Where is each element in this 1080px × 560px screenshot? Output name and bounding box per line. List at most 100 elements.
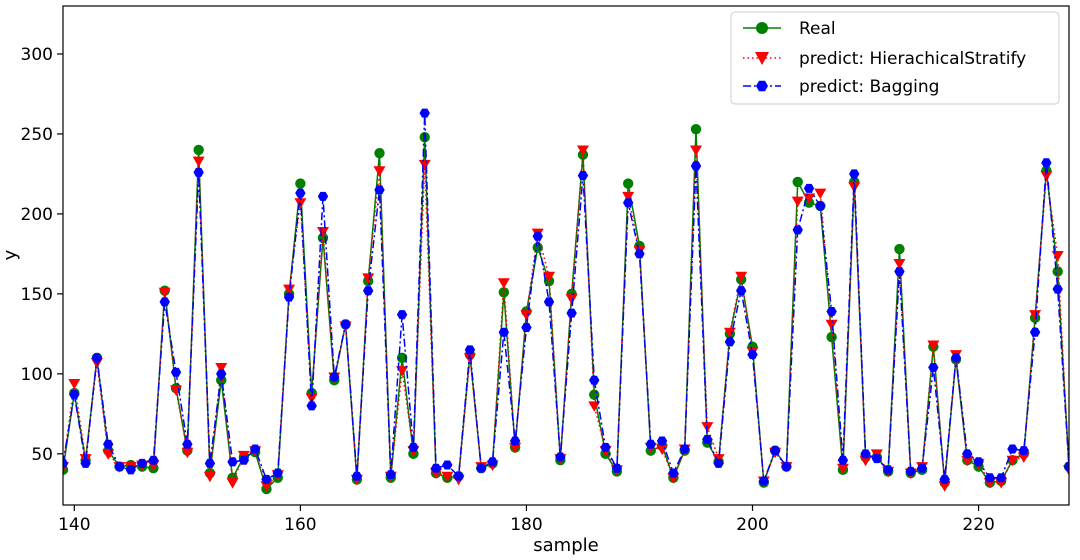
data-point: [622, 198, 634, 208]
data-point: [916, 463, 928, 473]
legend-marker-hierachical: [755, 52, 769, 65]
data-point: [645, 439, 656, 449]
x-axis-label: sample: [533, 535, 598, 556]
x-tick-label: 220: [962, 515, 994, 535]
data-point: [441, 471, 454, 483]
data-point: [938, 481, 951, 492]
data-point: [961, 455, 974, 467]
data-point: [826, 331, 837, 343]
series-layer: [63, 108, 1069, 495]
data-point: [1018, 446, 1029, 456]
data-point: [690, 161, 702, 171]
data-point: [634, 249, 645, 259]
data-point: [419, 108, 430, 118]
data-point: [928, 362, 939, 372]
data-point: [103, 439, 114, 449]
data-point: [589, 375, 600, 385]
data-point: [622, 178, 634, 189]
data-point: [204, 458, 216, 468]
data-point: [803, 193, 816, 204]
data-point: [261, 474, 272, 484]
data-point: [905, 466, 916, 476]
data-point: [385, 470, 396, 480]
data-point: [836, 463, 849, 475]
data-point: [509, 442, 522, 454]
data-point: [1029, 310, 1042, 321]
data-point: [690, 123, 702, 135]
data-point: [736, 286, 747, 296]
data-point: [656, 444, 669, 456]
data-point: [158, 287, 171, 299]
data-point: [317, 191, 329, 201]
data-point: [362, 273, 375, 284]
data-point: [463, 353, 476, 364]
x-tick-label: 160: [284, 515, 316, 535]
data-point: [182, 439, 193, 449]
data-point: [689, 145, 702, 156]
x-axis: 140 160 180 200 220: [58, 505, 995, 535]
legend-label-bagging: predict: Bagging: [799, 77, 939, 97]
data-point: [374, 185, 385, 195]
legend-entry-bagging: predict: Bagging: [743, 77, 939, 97]
legend-entry-real: Real: [743, 19, 836, 39]
data-point: [927, 340, 940, 352]
data-point: [136, 458, 148, 468]
legend-entry-hierachical: predict: HierachicalStratify: [743, 49, 1026, 69]
data-point: [679, 444, 690, 454]
data-point: [306, 401, 317, 411]
data-point: [396, 366, 409, 377]
data-point: [792, 225, 803, 235]
data-point: [600, 442, 611, 452]
data-point: [939, 474, 950, 484]
data-point: [91, 353, 103, 363]
series-line: [63, 149, 1069, 488]
data-point: [1007, 444, 1018, 454]
data-point: [555, 452, 566, 462]
series-line: [63, 113, 1069, 482]
data-point: [193, 144, 204, 156]
data-point: [724, 337, 736, 347]
data-point: [203, 471, 216, 483]
plot-frame: [62, 5, 1070, 506]
legend: Real predict: HierachicalStratify predic…: [730, 11, 1060, 105]
data-point: [521, 322, 532, 332]
data-point: [1040, 171, 1053, 182]
data-point: [1029, 327, 1041, 337]
y-tick-label: 250: [21, 125, 53, 145]
data-point: [396, 310, 408, 320]
data-point: [509, 436, 521, 446]
data-point: [713, 458, 724, 468]
data-point: [1052, 266, 1063, 277]
data-point: [497, 278, 510, 289]
legend-marker-real: [756, 22, 768, 34]
y-axis: 50 100 150 200 250 300: [21, 45, 63, 465]
data-point: [611, 463, 623, 473]
data-point: [859, 455, 872, 467]
data-point: [825, 319, 838, 331]
data-point: [622, 191, 635, 203]
y-tick-label: 50: [31, 445, 53, 465]
data-point: [849, 169, 860, 179]
data-point: [215, 362, 228, 374]
data-point: [192, 156, 205, 168]
data-point: [305, 393, 318, 404]
data-point: [543, 297, 555, 307]
data-point: [565, 294, 578, 305]
data-point: [758, 476, 770, 486]
data-point: [464, 345, 476, 355]
data-point: [1051, 251, 1064, 262]
data-point: [984, 473, 996, 483]
data-point: [102, 449, 115, 460]
y-tick-label: 150: [21, 285, 53, 305]
data-point: [543, 271, 556, 283]
data-point: [283, 292, 295, 302]
series-real: [63, 123, 1069, 495]
data-point: [362, 286, 374, 296]
x-tick-label: 200: [736, 515, 768, 535]
data-point: [950, 353, 962, 363]
x-tick-label: 140: [58, 515, 90, 535]
data-point: [69, 390, 80, 400]
data-point: [894, 266, 905, 276]
data-point: [962, 449, 973, 459]
